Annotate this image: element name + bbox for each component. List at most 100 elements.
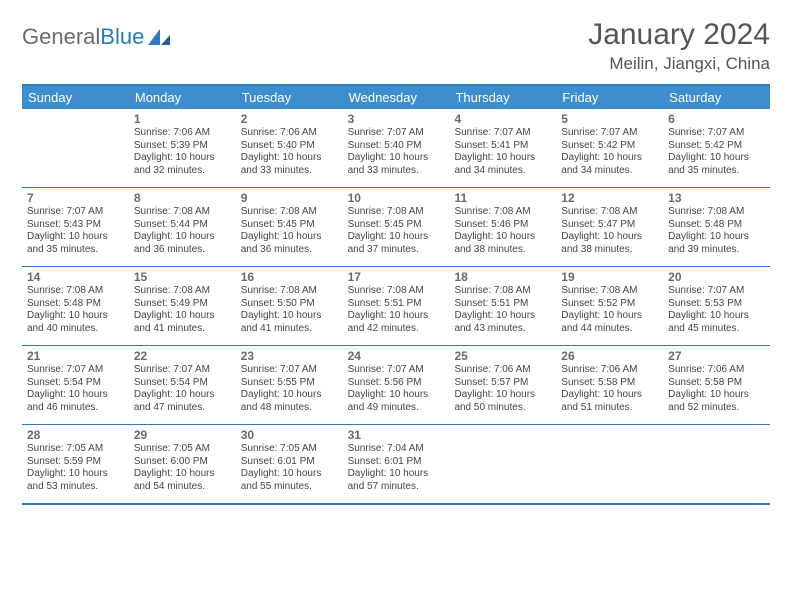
sunset-text: Sunset: 6:01 PM: [241, 456, 338, 469]
day-info: Sunrise: 7:07 AMSunset: 5:42 PMDaylight:…: [668, 127, 765, 177]
daylight-text-line2: and 34 minutes.: [561, 165, 658, 178]
daylight-text-line2: and 48 minutes.: [241, 402, 338, 415]
daylight-text-line2: and 35 minutes.: [27, 244, 124, 257]
calendar-day-cell: 27Sunrise: 7:06 AMSunset: 5:58 PMDayligh…: [663, 346, 770, 424]
day-info: Sunrise: 7:08 AMSunset: 5:49 PMDaylight:…: [134, 285, 231, 335]
header-bar: GeneralBlue January 2024 Meilin, Jiangxi…: [22, 18, 770, 74]
day-number: 17: [348, 270, 445, 284]
sunrise-text: Sunrise: 7:06 AM: [241, 127, 338, 140]
daylight-text-line1: Daylight: 10 hours: [348, 152, 445, 165]
sunrise-text: Sunrise: 7:08 AM: [668, 206, 765, 219]
sunrise-text: Sunrise: 7:07 AM: [348, 364, 445, 377]
sunrise-text: Sunrise: 7:07 AM: [668, 127, 765, 140]
day-number: 26: [561, 349, 658, 363]
daylight-text-line1: Daylight: 10 hours: [668, 310, 765, 323]
sunrise-text: Sunrise: 7:07 AM: [241, 364, 338, 377]
sunrise-text: Sunrise: 7:06 AM: [454, 364, 551, 377]
day-info: Sunrise: 7:05 AMSunset: 5:59 PMDaylight:…: [27, 443, 124, 493]
daylight-text-line2: and 38 minutes.: [561, 244, 658, 257]
day-number: 28: [27, 428, 124, 442]
day-number: 19: [561, 270, 658, 284]
day-info: Sunrise: 7:07 AMSunset: 5:43 PMDaylight:…: [27, 206, 124, 256]
day-number: 12: [561, 191, 658, 205]
daylight-text-line2: and 44 minutes.: [561, 323, 658, 336]
sunrise-text: Sunrise: 7:08 AM: [561, 206, 658, 219]
weekday-header: Friday: [556, 86, 663, 109]
calendar-day-cell: 7Sunrise: 7:07 AMSunset: 5:43 PMDaylight…: [22, 188, 129, 266]
calendar-week-row: 7Sunrise: 7:07 AMSunset: 5:43 PMDaylight…: [22, 188, 770, 267]
sunrise-text: Sunrise: 7:08 AM: [561, 285, 658, 298]
daylight-text-line1: Daylight: 10 hours: [454, 310, 551, 323]
calendar-day-cell: 13Sunrise: 7:08 AMSunset: 5:48 PMDayligh…: [663, 188, 770, 266]
sunset-text: Sunset: 5:45 PM: [241, 219, 338, 232]
day-info: Sunrise: 7:06 AMSunset: 5:58 PMDaylight:…: [668, 364, 765, 414]
day-number: 9: [241, 191, 338, 205]
day-info: Sunrise: 7:05 AMSunset: 6:01 PMDaylight:…: [241, 443, 338, 493]
sunset-text: Sunset: 5:45 PM: [348, 219, 445, 232]
calendar-week-row: 21Sunrise: 7:07 AMSunset: 5:54 PMDayligh…: [22, 346, 770, 425]
daylight-text-line2: and 51 minutes.: [561, 402, 658, 415]
title-block: January 2024 Meilin, Jiangxi, China: [588, 18, 770, 74]
day-number: 20: [668, 270, 765, 284]
day-number: 30: [241, 428, 338, 442]
sunset-text: Sunset: 5:54 PM: [134, 377, 231, 390]
daylight-text-line1: Daylight: 10 hours: [27, 389, 124, 402]
day-info: Sunrise: 7:06 AMSunset: 5:39 PMDaylight:…: [134, 127, 231, 177]
sunset-text: Sunset: 5:43 PM: [27, 219, 124, 232]
calendar-day-cell: [663, 425, 770, 503]
sunset-text: Sunset: 5:44 PM: [134, 219, 231, 232]
calendar-week-row: 1Sunrise: 7:06 AMSunset: 5:39 PMDaylight…: [22, 109, 770, 188]
day-info: Sunrise: 7:07 AMSunset: 5:56 PMDaylight:…: [348, 364, 445, 414]
daylight-text-line1: Daylight: 10 hours: [27, 310, 124, 323]
daylight-text-line1: Daylight: 10 hours: [668, 231, 765, 244]
daylight-text-line1: Daylight: 10 hours: [561, 389, 658, 402]
weekday-header: Thursday: [449, 86, 556, 109]
daylight-text-line2: and 41 minutes.: [134, 323, 231, 336]
day-info: Sunrise: 7:08 AMSunset: 5:45 PMDaylight:…: [241, 206, 338, 256]
sunset-text: Sunset: 6:00 PM: [134, 456, 231, 469]
sunrise-text: Sunrise: 7:08 AM: [241, 206, 338, 219]
daylight-text-line2: and 33 minutes.: [348, 165, 445, 178]
sunrise-text: Sunrise: 7:05 AM: [241, 443, 338, 456]
sunset-text: Sunset: 5:40 PM: [241, 140, 338, 153]
daylight-text-line2: and 42 minutes.: [348, 323, 445, 336]
day-info: Sunrise: 7:08 AMSunset: 5:45 PMDaylight:…: [348, 206, 445, 256]
daylight-text-line1: Daylight: 10 hours: [561, 152, 658, 165]
calendar-week-row: 28Sunrise: 7:05 AMSunset: 5:59 PMDayligh…: [22, 425, 770, 503]
day-info: Sunrise: 7:08 AMSunset: 5:51 PMDaylight:…: [454, 285, 551, 335]
day-info: Sunrise: 7:07 AMSunset: 5:54 PMDaylight:…: [134, 364, 231, 414]
sunrise-text: Sunrise: 7:07 AM: [561, 127, 658, 140]
calendar-day-cell: 22Sunrise: 7:07 AMSunset: 5:54 PMDayligh…: [129, 346, 236, 424]
daylight-text-line1: Daylight: 10 hours: [241, 468, 338, 481]
daylight-text-line2: and 35 minutes.: [668, 165, 765, 178]
calendar-day-cell: 29Sunrise: 7:05 AMSunset: 6:00 PMDayligh…: [129, 425, 236, 503]
sunset-text: Sunset: 5:59 PM: [27, 456, 124, 469]
day-number: 7: [27, 191, 124, 205]
daylight-text-line1: Daylight: 10 hours: [561, 310, 658, 323]
weekday-header: Sunday: [22, 86, 129, 109]
weekday-header: Tuesday: [236, 86, 343, 109]
day-number: 29: [134, 428, 231, 442]
sunrise-text: Sunrise: 7:08 AM: [134, 285, 231, 298]
sunrise-text: Sunrise: 7:08 AM: [348, 285, 445, 298]
sunrise-text: Sunrise: 7:05 AM: [27, 443, 124, 456]
logo-text-1: General: [22, 24, 100, 50]
sunset-text: Sunset: 5:51 PM: [454, 298, 551, 311]
daylight-text-line1: Daylight: 10 hours: [134, 389, 231, 402]
calendar-day-cell: 18Sunrise: 7:08 AMSunset: 5:51 PMDayligh…: [449, 267, 556, 345]
daylight-text-line2: and 33 minutes.: [241, 165, 338, 178]
sunset-text: Sunset: 5:56 PM: [348, 377, 445, 390]
daylight-text-line1: Daylight: 10 hours: [454, 152, 551, 165]
calendar-day-cell: 10Sunrise: 7:08 AMSunset: 5:45 PMDayligh…: [343, 188, 450, 266]
daylight-text-line1: Daylight: 10 hours: [241, 389, 338, 402]
sunset-text: Sunset: 5:40 PM: [348, 140, 445, 153]
daylight-text-line2: and 47 minutes.: [134, 402, 231, 415]
calendar-header-row: SundayMondayTuesdayWednesdayThursdayFrid…: [22, 86, 770, 109]
sunrise-text: Sunrise: 7:07 AM: [134, 364, 231, 377]
daylight-text-line1: Daylight: 10 hours: [27, 231, 124, 244]
day-number: 22: [134, 349, 231, 363]
daylight-text-line1: Daylight: 10 hours: [454, 389, 551, 402]
day-number: 18: [454, 270, 551, 284]
sunrise-text: Sunrise: 7:08 AM: [27, 285, 124, 298]
day-info: Sunrise: 7:08 AMSunset: 5:48 PMDaylight:…: [27, 285, 124, 335]
